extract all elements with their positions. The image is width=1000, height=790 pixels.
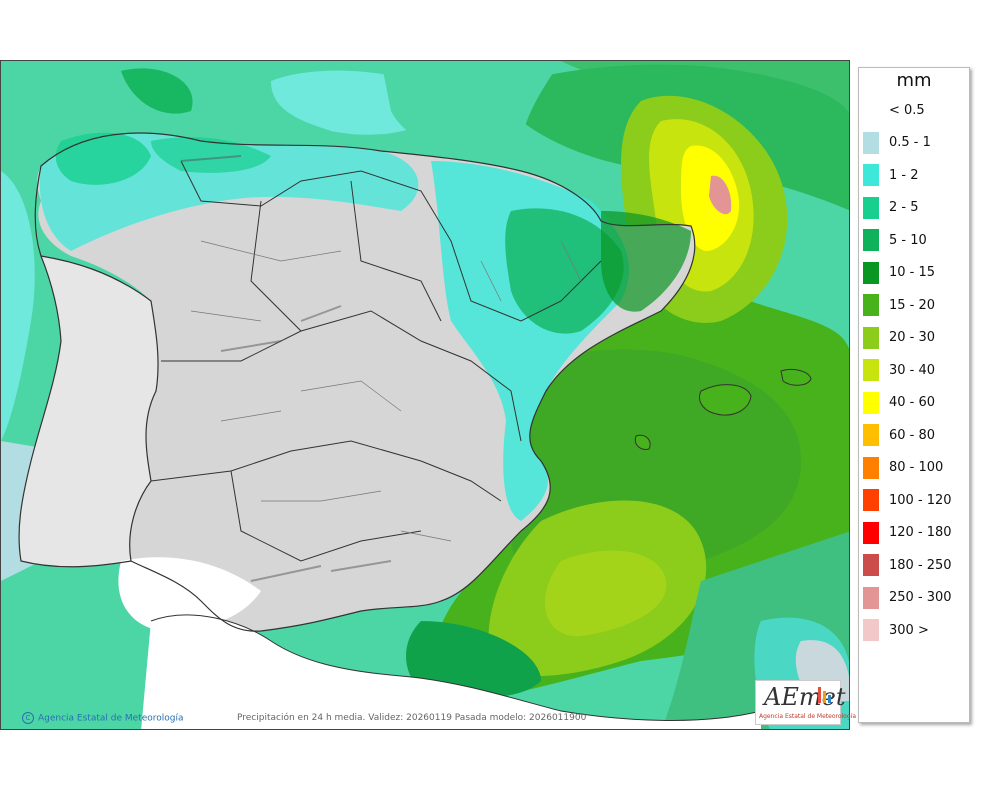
legend-item: 300 > (863, 619, 929, 641)
legend-item: 30 - 40 (863, 359, 935, 381)
legend-label: 80 - 100 (889, 460, 944, 475)
legend-item: 80 - 100 (863, 456, 944, 479)
island-menorca (780, 368, 812, 386)
legend-label: 120 - 180 (889, 525, 952, 540)
logo-bars-icon (818, 687, 831, 703)
legend-swatch (863, 294, 879, 316)
legend-label: 180 - 250 (889, 557, 952, 573)
legend-label: 20 - 30 (889, 330, 936, 345)
precip-patch (406, 621, 541, 698)
legend-label: 100 - 120 (889, 492, 952, 508)
precip-land-ebro (505, 208, 624, 334)
legend-swatch (863, 521, 879, 544)
legend-item: 0.5 - 1 (863, 131, 931, 154)
precip-patch (709, 175, 732, 215)
legend-title: mm (896, 70, 932, 91)
relief-shading (180, 155, 392, 582)
region-borders (250, 200, 302, 332)
precip-patch (1, 171, 35, 441)
africa-coastline (150, 614, 762, 721)
map-caption: Precipitación en 24 h media. Validez: 20… (237, 713, 587, 723)
legend-swatch (863, 424, 879, 446)
legend-swatch (863, 586, 879, 609)
region-borders (350, 180, 442, 322)
legend-swatch (863, 196, 879, 219)
legend-item: 1 - 2 (863, 164, 919, 186)
legend-item: 20 - 30 (863, 326, 936, 349)
precip-patch (121, 68, 193, 114)
legend-label: 250 - 300 (889, 590, 952, 605)
legend-item: 60 - 80 (863, 424, 935, 446)
legend-item: 40 - 60 (863, 391, 936, 414)
copyright-icon: C (22, 712, 34, 724)
legend-label: 2 - 5 (889, 200, 919, 215)
legend-swatch (863, 619, 879, 641)
legend-swatch (863, 326, 879, 349)
island-ibiza (634, 434, 651, 450)
legend-item: 250 - 300 (863, 586, 952, 609)
coastline (18, 132, 696, 632)
legend-label: 60 - 80 (889, 427, 936, 443)
border-portugal (40, 255, 159, 562)
legend-swatch (863, 261, 879, 284)
legend-label: 0.5 - 1 (889, 135, 931, 150)
legend-item: 180 - 250 (863, 554, 952, 576)
legend-swatch (863, 99, 879, 121)
legend-swatch (863, 391, 879, 414)
legend-item: 2 - 5 (863, 196, 919, 219)
logo-subtitle: Agencia Estatal de Meteorología (759, 713, 856, 720)
legend-label: 15 - 20 (889, 297, 936, 313)
province-lines (190, 240, 582, 542)
legend-label: < 0.5 (889, 102, 925, 118)
legend-label: 10 - 15 (889, 265, 936, 280)
legend-swatch (863, 164, 879, 186)
precip-land-catalonia (601, 211, 691, 312)
precip-patch (544, 550, 667, 637)
legend-panel: mm < 0.5 0.5 - 1 1 - 2 2 - 5 5 - 10 10 - 15 15… (858, 67, 970, 723)
precip-land-cantabria (151, 136, 271, 173)
land-morocco-coast (118, 557, 261, 631)
region-borders (161, 310, 522, 442)
legend-item: 5 - 10 (863, 229, 927, 251)
legend-swatch (863, 456, 879, 479)
land-portugal (19, 256, 159, 567)
legend-item: 100 - 120 (863, 489, 952, 511)
legend-item: 120 - 180 (863, 521, 952, 544)
legend-swatch (863, 359, 879, 381)
legend-swatch (863, 131, 879, 154)
legend-label: 40 - 60 (889, 395, 936, 410)
legend-swatch (863, 229, 879, 251)
legend-swatch (863, 489, 879, 511)
land-north-africa (141, 614, 761, 729)
island-mallorca (699, 384, 752, 416)
legend-item: 10 - 15 (863, 261, 936, 284)
credit-text: C Agencia Estatal de Meteorología (22, 712, 184, 724)
legend-label: 300 > (889, 622, 929, 638)
credit-label: Agencia Estatal de Meteorología (38, 713, 184, 724)
legend-item: < 0.5 (863, 99, 925, 121)
precipitation-map (0, 60, 850, 730)
legend-label: 5 - 10 (889, 232, 927, 248)
aemet-logo: AEmet Agencia Estatal de Meteorología (755, 680, 856, 725)
legend-swatch (863, 554, 879, 576)
legend-item: 15 - 20 (863, 294, 935, 316)
precip-land-galicia (55, 132, 151, 185)
region-borders (180, 160, 602, 322)
legend-label: 30 - 40 (889, 362, 936, 378)
region-borders (230, 470, 422, 562)
logo-wordmark: AEmet (764, 683, 846, 711)
map-canvas (1, 61, 849, 729)
legend-label: 1 - 2 (889, 167, 919, 183)
land-france (381, 61, 561, 157)
